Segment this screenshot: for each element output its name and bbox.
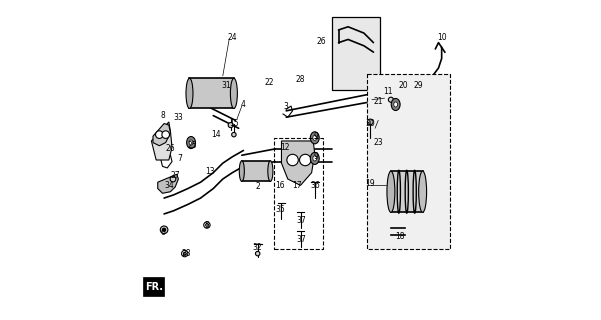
Polygon shape (332, 17, 380, 90)
Polygon shape (157, 174, 178, 193)
Circle shape (204, 222, 210, 228)
Text: 22: 22 (264, 78, 273, 87)
Bar (242, 161, 270, 181)
Text: 2: 2 (255, 182, 260, 191)
Polygon shape (153, 124, 171, 146)
Text: 25: 25 (188, 141, 198, 150)
Text: 23: 23 (373, 138, 383, 147)
Circle shape (231, 132, 236, 137)
Text: 10: 10 (437, 33, 447, 42)
Circle shape (156, 131, 163, 139)
Circle shape (162, 228, 166, 231)
Circle shape (225, 96, 230, 100)
Circle shape (228, 123, 233, 128)
Ellipse shape (239, 161, 245, 181)
Text: 27: 27 (171, 172, 180, 180)
Text: 37: 37 (296, 235, 306, 244)
Text: 24: 24 (228, 33, 237, 42)
Text: 26: 26 (166, 144, 175, 153)
Circle shape (206, 224, 208, 226)
Circle shape (299, 154, 311, 166)
Ellipse shape (394, 102, 398, 107)
Ellipse shape (268, 161, 273, 181)
Circle shape (224, 86, 228, 91)
Text: 6: 6 (160, 228, 165, 237)
Text: 8: 8 (160, 111, 165, 120)
Text: 37: 37 (296, 216, 306, 225)
Text: 19: 19 (365, 179, 375, 188)
Text: 9: 9 (313, 132, 318, 141)
Text: 11: 11 (383, 87, 392, 96)
Ellipse shape (313, 135, 317, 140)
Text: 28: 28 (182, 249, 191, 258)
Circle shape (162, 131, 169, 139)
Circle shape (170, 176, 176, 182)
Circle shape (183, 252, 186, 255)
Text: 13: 13 (206, 167, 215, 176)
Circle shape (160, 226, 168, 234)
Text: 28: 28 (296, 75, 305, 84)
Text: 3: 3 (284, 101, 288, 111)
Text: 30: 30 (365, 119, 375, 128)
Text: 20: 20 (399, 81, 409, 90)
Ellipse shape (310, 132, 319, 144)
Circle shape (255, 252, 260, 256)
Ellipse shape (391, 99, 400, 110)
Text: 17: 17 (293, 181, 302, 190)
Text: 7: 7 (177, 154, 182, 163)
Text: 33: 33 (174, 113, 183, 122)
Text: 34: 34 (164, 181, 174, 190)
Text: 29: 29 (413, 81, 423, 90)
Bar (189, 78, 234, 108)
Text: 16: 16 (275, 181, 285, 190)
Text: 14: 14 (212, 130, 221, 139)
Circle shape (388, 97, 394, 102)
Text: 31: 31 (221, 81, 231, 90)
Text: 36: 36 (311, 181, 320, 190)
Text: 32: 32 (253, 243, 263, 252)
Text: 15: 15 (229, 119, 239, 128)
Polygon shape (151, 122, 172, 160)
Ellipse shape (189, 140, 193, 145)
Text: 12: 12 (280, 143, 290, 152)
Polygon shape (281, 141, 315, 185)
Polygon shape (144, 277, 164, 296)
Ellipse shape (230, 78, 237, 108)
Ellipse shape (186, 78, 193, 108)
Text: FR.: FR. (145, 282, 163, 292)
Circle shape (367, 119, 373, 125)
Text: 4: 4 (241, 100, 246, 109)
Text: 35: 35 (275, 205, 285, 214)
Ellipse shape (387, 171, 395, 212)
Polygon shape (367, 74, 450, 249)
Text: 5: 5 (204, 220, 209, 229)
Ellipse shape (419, 171, 427, 212)
Text: 18: 18 (395, 232, 405, 241)
Ellipse shape (310, 152, 319, 164)
Circle shape (182, 251, 188, 257)
Text: 26: 26 (316, 36, 326, 45)
Text: 21: 21 (373, 97, 383, 106)
Bar (391, 171, 423, 212)
Text: 9: 9 (313, 152, 318, 161)
Ellipse shape (313, 156, 317, 161)
Ellipse shape (187, 137, 195, 148)
Circle shape (287, 154, 298, 166)
Bar (273, 138, 323, 249)
